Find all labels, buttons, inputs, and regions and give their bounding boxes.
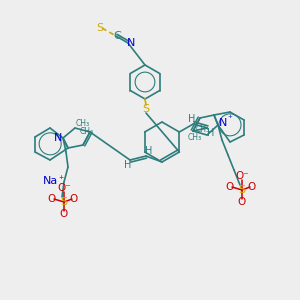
Text: C: C <box>113 31 121 41</box>
Text: ⁺: ⁺ <box>58 175 64 185</box>
Text: H: H <box>124 160 132 170</box>
Text: H: H <box>188 114 195 124</box>
Text: O: O <box>70 194 78 204</box>
Text: O: O <box>238 197 246 207</box>
Text: S: S <box>96 23 103 33</box>
Text: S: S <box>60 197 68 207</box>
Text: ⁺: ⁺ <box>228 115 232 124</box>
Text: S: S <box>142 104 150 114</box>
Text: N: N <box>219 118 227 128</box>
Text: S: S <box>238 185 246 195</box>
Text: O: O <box>248 182 256 192</box>
Text: O⁻: O⁻ <box>57 183 71 193</box>
Text: O: O <box>226 182 234 192</box>
Text: CH₃: CH₃ <box>76 118 90 127</box>
Text: N: N <box>127 38 135 48</box>
Text: O: O <box>60 209 68 219</box>
Text: CH₃: CH₃ <box>80 127 94 136</box>
Text: O⁻: O⁻ <box>235 171 249 181</box>
Text: Na: Na <box>42 176 58 186</box>
Text: CH₃: CH₃ <box>196 124 210 134</box>
Text: O: O <box>48 194 56 204</box>
Text: H: H <box>145 146 153 156</box>
Text: CH₃: CH₃ <box>188 133 202 142</box>
Text: H: H <box>207 128 214 138</box>
Text: N: N <box>54 133 62 143</box>
